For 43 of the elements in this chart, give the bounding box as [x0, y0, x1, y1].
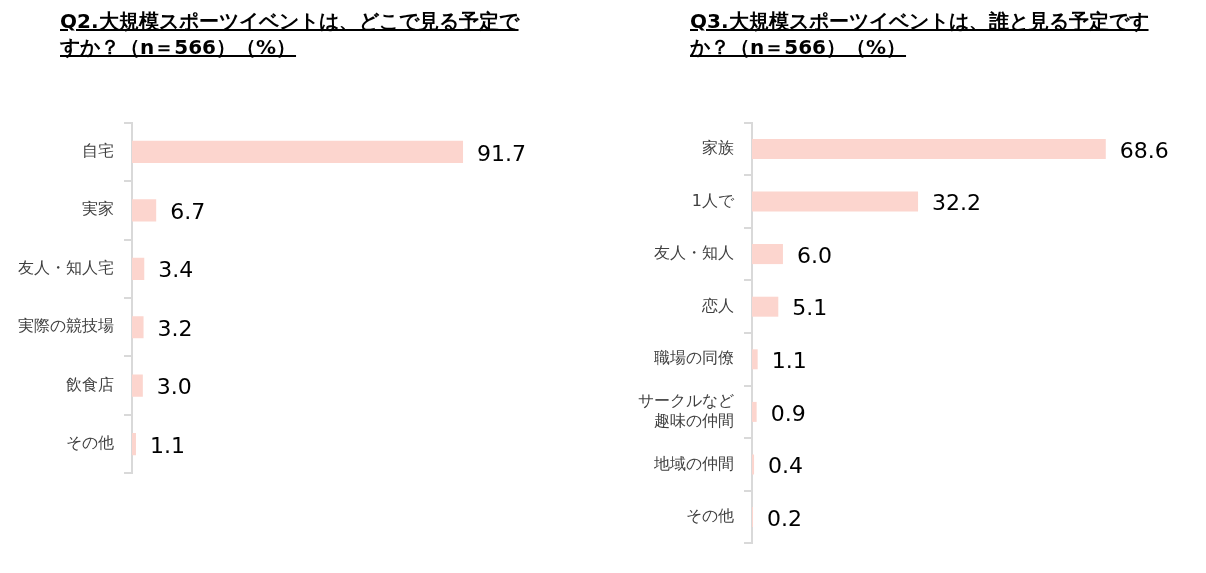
data-label: 6.7 [170, 199, 206, 225]
bar [132, 140, 464, 163]
y-tick-label: 友人・知人 [654, 243, 734, 263]
bar [132, 433, 136, 456]
y-tick-label: 自宅 [82, 140, 114, 160]
y-tick-label: その他 [66, 433, 114, 453]
chart-title: Q2.大規模スポーツイベントは、どこで見る予定ですか？（n＝566）（%） [60, 9, 519, 59]
bar [132, 257, 145, 280]
data-label: 91.7 [477, 140, 527, 166]
bar [132, 374, 143, 397]
data-label: 0.2 [767, 505, 803, 531]
data-label: 6.0 [796, 242, 832, 268]
y-tick-label: 1人で [691, 190, 735, 210]
data-label: 0.9 [770, 400, 806, 426]
y-tick-label: 恋人 [701, 295, 734, 315]
data-label: 1.1 [149, 432, 185, 458]
bar [752, 349, 758, 370]
y-tick-label: 職場の同僚 [654, 348, 734, 368]
bar [132, 316, 144, 339]
data-label: 68.6 [1119, 137, 1169, 163]
data-label: 1.1 [771, 348, 807, 374]
data-label: 3.2 [157, 315, 193, 341]
bar [752, 454, 755, 475]
data-label: 32.2 [932, 190, 982, 216]
bar [752, 138, 1106, 159]
data-label: 3.0 [156, 374, 192, 400]
y-tick-label: 実家 [82, 199, 114, 219]
y-tick-label: 家族 [702, 138, 734, 158]
bar [752, 244, 783, 265]
bar [752, 296, 779, 317]
y-tick-label: その他 [686, 506, 734, 526]
y-tick-label: サークルなど趣味の仲間 [638, 391, 734, 430]
chart-title: Q3.大規模スポーツイベントは、誰と見る予定ですか？（n＝566）（%） [690, 9, 1149, 59]
data-label: 3.4 [158, 257, 194, 283]
bar [132, 199, 157, 222]
data-label: 0.4 [768, 453, 804, 479]
bar [752, 191, 919, 212]
y-tick-label: 飲食店 [66, 374, 114, 394]
bar [752, 401, 757, 422]
y-tick-label: 地域の仲間 [653, 453, 734, 473]
y-tick-label: 実際の競技場 [18, 316, 114, 336]
y-tick-label: 友人・知人宅 [18, 257, 114, 277]
data-label: 5.1 [792, 295, 828, 321]
